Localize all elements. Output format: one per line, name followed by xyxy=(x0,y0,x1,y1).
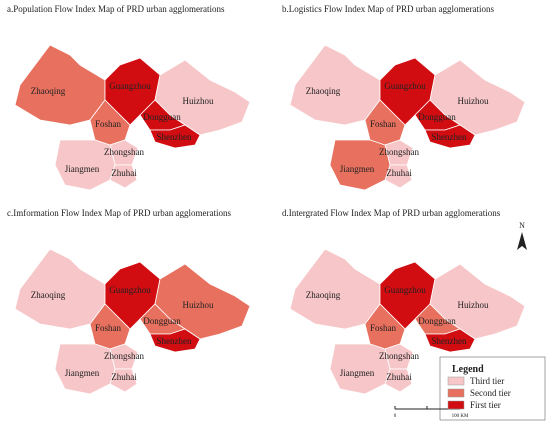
city-label: Huizhou xyxy=(458,300,489,310)
city-label: Foshan xyxy=(95,323,122,333)
region xyxy=(54,343,116,395)
region xyxy=(54,139,116,191)
legend-title: Legend xyxy=(452,364,484,375)
region xyxy=(14,248,106,330)
region xyxy=(14,44,106,126)
city-label: Zhaoqing xyxy=(31,86,66,96)
legend-label: Second tier xyxy=(470,388,511,398)
legend-swatch xyxy=(447,388,465,398)
region xyxy=(149,124,201,149)
city-label: Zhongshan xyxy=(379,351,419,361)
city-label: Foshan xyxy=(95,119,122,129)
legend-swatch xyxy=(447,400,465,410)
region xyxy=(424,124,476,149)
city-label: Shenzhen xyxy=(432,336,467,346)
city-label: Zhaoqing xyxy=(306,86,341,96)
city-label: Zhuhai xyxy=(386,372,412,382)
scale-end: 100 KM xyxy=(452,414,469,419)
city-label: Zhuhai xyxy=(386,168,412,178)
map-title: c.Imformation Flow Index Map of PRD urba… xyxy=(7,208,231,218)
region xyxy=(289,44,381,126)
city-label: Shenzhen xyxy=(157,336,192,346)
city-label: Huizhou xyxy=(183,300,214,310)
map-panel: Zhaoqing Guangzhou Huizhou Foshan Dongguan Sh… xyxy=(14,44,251,191)
city-label: Foshan xyxy=(370,323,397,333)
city-label: Shenzhen xyxy=(432,132,467,142)
city-label: Zhongshan xyxy=(104,351,144,361)
city-label: Shenzhen xyxy=(157,132,192,142)
city-label: Guangzhou xyxy=(109,285,151,295)
region xyxy=(424,328,476,353)
city-label: Jiangmen xyxy=(65,164,100,174)
map-title: a.Population Flow Index Map of PRD urban… xyxy=(7,4,225,14)
city-label: Guangzhou xyxy=(384,81,426,91)
city-label: Foshan xyxy=(370,119,397,129)
legend-swatch xyxy=(447,376,465,386)
map-panel: Zhaoqing Guangzhou Huizhou Foshan Dongguan Sh… xyxy=(14,248,251,395)
city-label: Huizhou xyxy=(458,96,489,106)
map-panel: Zhaoqing Guangzhou Huizhou Foshan Dongguan Sh… xyxy=(289,44,526,191)
region xyxy=(149,328,201,353)
scale-start: 0 xyxy=(394,414,397,419)
legend-label: First tier xyxy=(470,400,501,410)
legend-label: Third tier xyxy=(470,376,504,386)
city-label: Guangzhou xyxy=(384,285,426,295)
city-label: Jiangmen xyxy=(340,368,375,378)
region xyxy=(329,139,391,191)
map-panel: Zhaoqing Guangzhou Huizhou Foshan Dongguan Sh… xyxy=(289,248,526,395)
city-label: Dongguan xyxy=(418,316,456,326)
city-label: Guangzhou xyxy=(109,81,151,91)
north-arrow: N xyxy=(517,221,527,250)
city-label: Zhuhai xyxy=(111,372,137,382)
city-label: Dongguan xyxy=(143,316,181,326)
city-label: Huizhou xyxy=(183,96,214,106)
map-title: d.Intergrated Flow Index Map of PRD urba… xyxy=(282,208,501,218)
city-label: Jiangmen xyxy=(65,368,100,378)
region xyxy=(289,248,381,330)
city-label: Zhongshan xyxy=(104,147,144,157)
region xyxy=(329,343,391,395)
map-title: b.Logistics Flow Index Map of PRD urban … xyxy=(282,4,494,14)
city-label: Zhaoqing xyxy=(31,290,66,300)
city-label: Zhongshan xyxy=(379,147,419,157)
north-label: N xyxy=(519,221,525,230)
city-label: Dongguan xyxy=(143,112,181,122)
city-label: Zhuhai xyxy=(111,168,137,178)
city-label: Dongguan xyxy=(418,112,456,122)
city-label: Jiangmen xyxy=(340,164,375,174)
city-label: Zhaoqing xyxy=(306,290,341,300)
